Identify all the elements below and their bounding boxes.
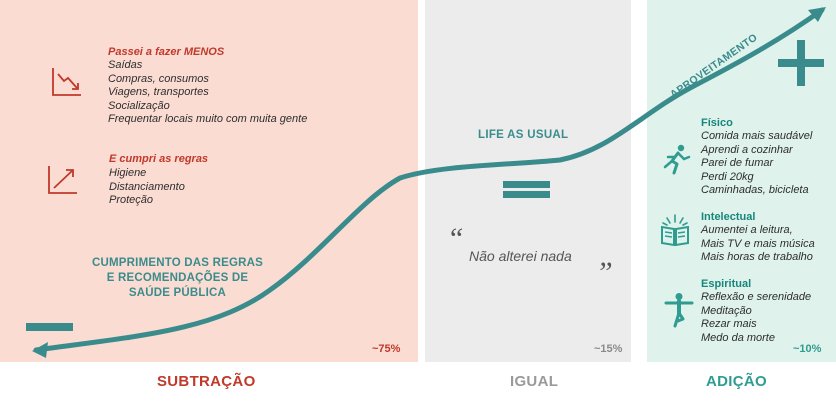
list-item: Distanciamento (109, 180, 185, 193)
list-espiritual: Reflexão e serenidade Meditação Rezar ma… (701, 291, 811, 345)
list-item: Parei de fumar (701, 157, 774, 169)
list-item: Higiene (109, 167, 147, 179)
percent-subtracao: ~75% (372, 343, 401, 355)
list-item: Socialização (108, 99, 170, 112)
list-item: Saídas (108, 59, 143, 71)
list-item: Caminhadas, bicicleta (701, 184, 809, 196)
minus-icon (26, 323, 73, 331)
footer-igual: IGUAL (510, 373, 559, 390)
cumprimento-line: E RECOMENDAÇÕES DE (106, 272, 249, 284)
list-item: Frequentar locais muito com muita gente (108, 113, 308, 125)
list-item: Medo da morte (701, 331, 775, 344)
list-intelectual: Aumentei a leitura, Mais TV e mais músic… (701, 224, 815, 265)
meditation-person-icon (664, 293, 694, 328)
trend-up-icon (48, 166, 77, 194)
list-item: Meditação (701, 304, 752, 317)
equals-icon-top (503, 181, 550, 188)
trend-curve (33, 7, 825, 353)
heading-menos: Passei a fazer MENOS (108, 46, 225, 58)
list-item: Comida mais saudável (701, 130, 813, 142)
quote-close-icon: ” (596, 256, 613, 289)
cumprimento-line: CUMPRIMENTO DAS REGRAS (92, 257, 263, 269)
list-item: Reflexão e serenidade (701, 291, 812, 303)
heading-intelectual: Intelectual (701, 211, 756, 223)
list-item: Mais TV e mais música (701, 237, 815, 250)
quote-text: Não alterei nada (469, 248, 572, 264)
heading-espiritual: Espiritual (701, 278, 752, 290)
trend-down-icon (52, 68, 81, 96)
list-item: Aprendi a cozinhar (701, 143, 793, 156)
list-regras: Higiene Distanciamento Proteção (109, 167, 185, 208)
open-book-icon (661, 214, 689, 247)
list-fisico: Comida mais saudável Aprendi a cozinhar … (701, 130, 812, 198)
cumprimento-label: CUMPRIMENTO DAS REGRAS E RECOMENDAÇÕES D… (60, 256, 295, 301)
curve-arrowhead-right (808, 7, 826, 22)
percent-igual: ~15% (594, 343, 623, 355)
cumprimento-line: SAÚDE PÚBLICA (128, 287, 227, 299)
list-item: Viagens, transportes (108, 86, 209, 98)
quote-open-icon: “ (447, 222, 464, 255)
list-item: Proteção (109, 194, 154, 206)
list-menos: Saídas Compras, consumos Viagens, transp… (108, 59, 307, 127)
list-item: Mais horas de trabalho (701, 251, 813, 263)
footer-subtracao: SUBTRAÇÃO (157, 373, 256, 390)
life-as-usual-label: LIFE AS USUAL (478, 129, 569, 141)
percent-adicao: ~10% (793, 343, 822, 355)
subtracao-panel (0, 0, 418, 362)
list-item: Perdi 20kg (701, 170, 754, 183)
list-item: Aumentei a leitura, (701, 224, 793, 236)
curve-arrowhead-left (32, 342, 48, 358)
plus-icon-horizontal (778, 59, 824, 67)
list-item: Rezar mais (701, 318, 757, 330)
runner-icon (663, 144, 691, 175)
heading-regras: E cumpri as regras (109, 153, 209, 165)
footer-adicao: ADIÇÃO (706, 373, 767, 390)
heading-fisico: Físico (701, 117, 733, 129)
list-item: Compras, consumos (108, 72, 209, 85)
equals-icon-bottom (503, 191, 550, 198)
